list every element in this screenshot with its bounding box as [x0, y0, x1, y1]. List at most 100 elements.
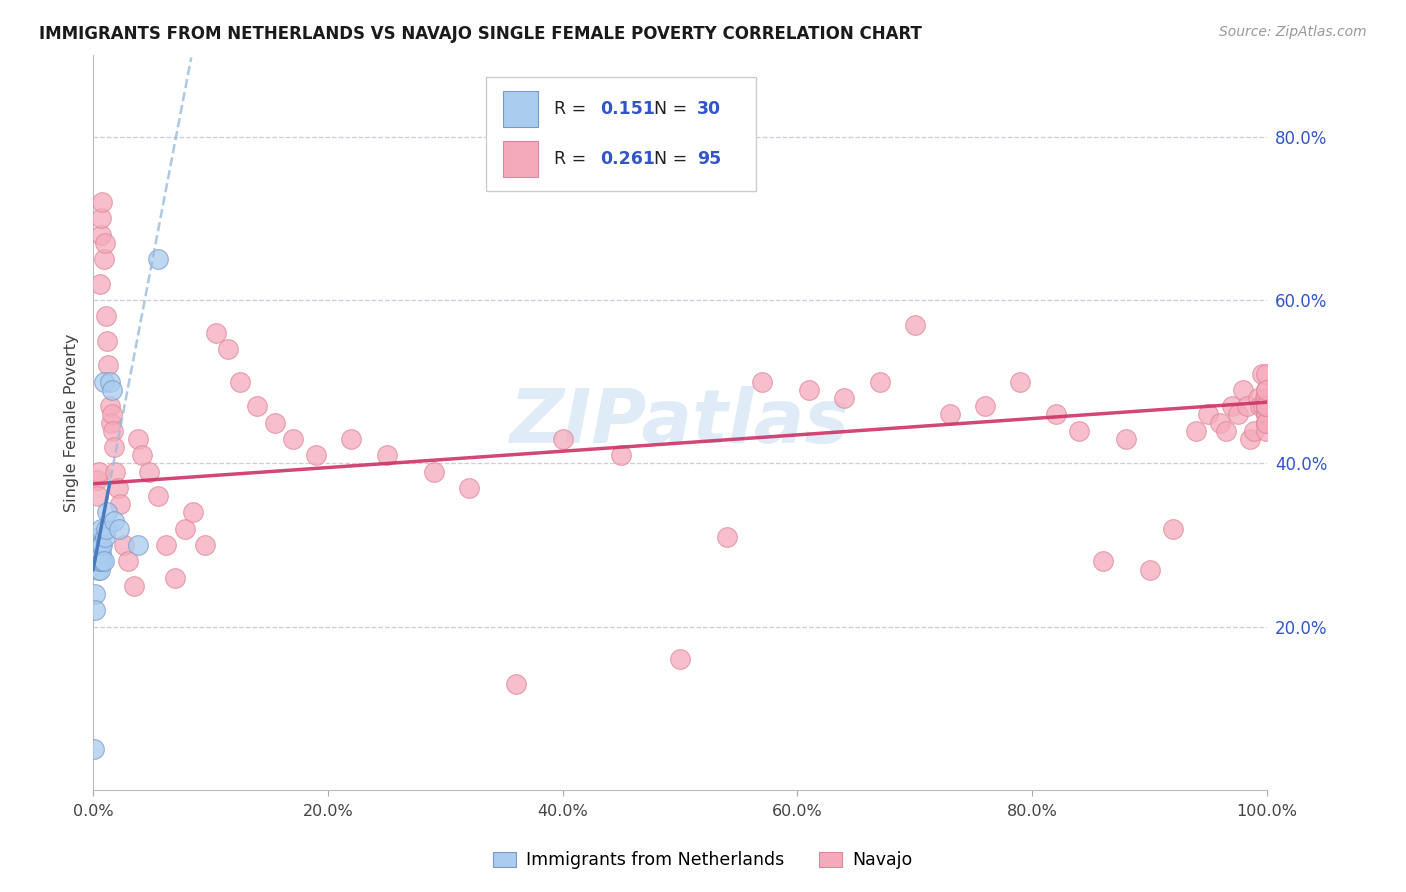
Point	[91, 538, 114, 552]
Point	[117, 554, 139, 568]
Point	[264, 416, 287, 430]
Point	[904, 318, 927, 332]
Point	[100, 416, 122, 430]
Point	[89, 277, 111, 291]
Point	[1254, 408, 1277, 422]
Point	[669, 652, 692, 666]
Point	[94, 235, 117, 250]
Point	[90, 546, 112, 560]
Point	[1254, 399, 1277, 413]
Point	[98, 399, 121, 413]
Point	[1254, 416, 1277, 430]
Point	[93, 554, 115, 568]
Point	[194, 538, 217, 552]
Text: Source: ZipAtlas.com: Source: ZipAtlas.com	[1219, 25, 1367, 39]
Point	[87, 554, 110, 568]
Point	[1243, 424, 1265, 438]
Point	[974, 399, 997, 413]
Point	[96, 506, 118, 520]
Point	[90, 522, 112, 536]
Point	[1091, 554, 1114, 568]
Point	[939, 408, 962, 422]
Point	[108, 522, 131, 536]
Point	[1254, 416, 1277, 430]
Point	[751, 375, 773, 389]
Point	[90, 538, 112, 552]
Point	[91, 195, 114, 210]
Point	[217, 342, 239, 356]
Point	[101, 408, 124, 422]
Point	[138, 465, 160, 479]
Point	[1254, 399, 1277, 413]
Point	[1253, 399, 1275, 413]
Point	[101, 383, 124, 397]
Point	[90, 227, 112, 242]
Point	[87, 530, 110, 544]
Point	[551, 432, 574, 446]
Point	[1254, 416, 1277, 430]
Point	[1254, 408, 1277, 422]
Point	[1161, 522, 1184, 536]
Point	[1246, 391, 1268, 405]
Point	[98, 375, 121, 389]
Point	[1254, 399, 1277, 413]
Point	[89, 563, 111, 577]
Point	[104, 465, 127, 479]
Point	[107, 481, 129, 495]
Point	[1045, 408, 1067, 422]
Point	[1209, 416, 1232, 430]
Point	[1251, 367, 1274, 381]
Point	[1220, 399, 1243, 413]
Text: ZIPatlas: ZIPatlas	[510, 386, 851, 459]
Point	[1254, 408, 1277, 422]
Point	[1010, 375, 1032, 389]
Point	[86, 473, 108, 487]
Point	[1236, 399, 1258, 413]
Point	[1232, 383, 1254, 397]
Point	[87, 563, 110, 577]
Point	[1254, 399, 1277, 413]
Point	[1254, 416, 1277, 430]
Point	[112, 538, 135, 552]
Point	[131, 448, 153, 462]
Point	[1254, 399, 1277, 413]
Legend: Immigrants from Netherlands, Navajo: Immigrants from Netherlands, Navajo	[486, 845, 920, 876]
Point	[165, 571, 187, 585]
Point	[94, 530, 117, 544]
Point	[103, 514, 125, 528]
Point	[84, 603, 107, 617]
Point	[1254, 391, 1277, 405]
Point	[86, 538, 108, 552]
Point	[122, 579, 145, 593]
Point	[797, 383, 820, 397]
Point	[89, 538, 111, 552]
Point	[93, 375, 115, 389]
Point	[305, 448, 328, 462]
Point	[86, 546, 108, 560]
Point	[146, 489, 169, 503]
Point	[94, 310, 117, 324]
Text: IMMIGRANTS FROM NETHERLANDS VS NAVAJO SINGLE FEMALE POVERTY CORRELATION CHART: IMMIGRANTS FROM NETHERLANDS VS NAVAJO SI…	[39, 25, 922, 43]
Point	[246, 399, 269, 413]
Point	[97, 359, 120, 373]
Point	[127, 432, 149, 446]
Point	[108, 497, 131, 511]
Point	[205, 326, 228, 340]
Point	[1254, 383, 1277, 397]
Point	[181, 506, 204, 520]
Point	[340, 432, 363, 446]
Point	[1115, 432, 1137, 446]
Y-axis label: Single Female Poverty: Single Female Poverty	[65, 334, 79, 512]
Point	[281, 432, 304, 446]
Point	[93, 252, 115, 267]
Point	[1226, 408, 1249, 422]
Point	[89, 546, 111, 560]
Point	[1139, 563, 1161, 577]
Point	[89, 554, 111, 568]
Point	[96, 334, 118, 348]
Point	[610, 448, 633, 462]
Point	[173, 522, 195, 536]
Point	[375, 448, 398, 462]
Point	[83, 742, 105, 756]
Point	[1239, 432, 1261, 446]
